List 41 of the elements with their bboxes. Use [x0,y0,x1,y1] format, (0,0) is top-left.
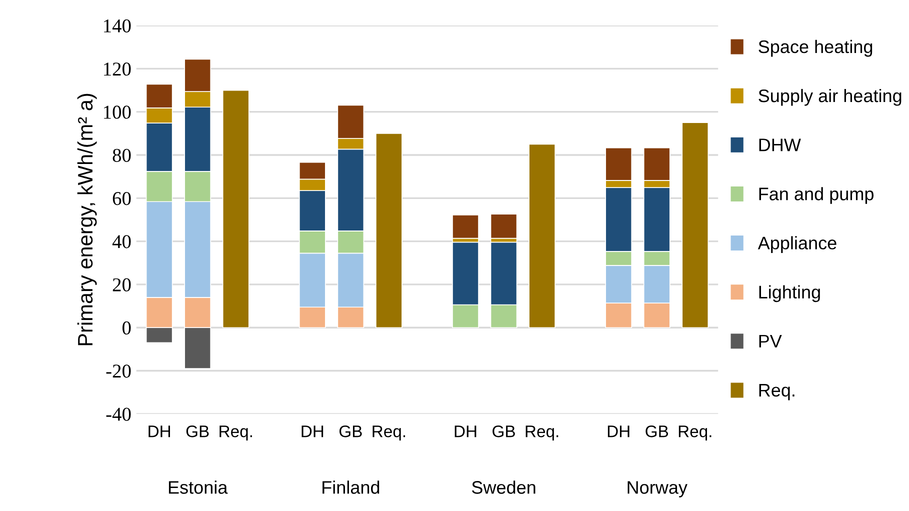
text: Estonia [168,480,228,494]
y-tick-label: 80 [112,148,131,162]
x-tick-label: DH [608,426,630,438]
y-tick-label: 60 [112,192,131,206]
bar [682,122,709,328]
x-tick-label: Req. [220,426,252,441]
y-tick-label: 0 [122,321,131,335]
legend-label: Appliance [758,236,836,253]
y-axis-title: Primary energy, kWh/(m² a) [77,94,97,346]
legend-label: DHW [759,138,801,152]
x-tick-label: GB [186,425,209,438]
x-tick-label: Req. [526,426,558,441]
x-tick-label: GB [646,425,668,438]
y-tick-label: 100 [104,106,131,119]
y-tick-label: 40 [112,235,131,248]
legend-label: Lighting [759,285,820,302]
bar [376,133,402,328]
text: Norway [628,481,688,498]
bar [490,214,518,239]
x-tick-label: Req. [372,426,406,441]
y-tick-label: -20 [106,364,131,378]
legend-label: PV [759,334,782,348]
x-tick-label: GB [339,425,362,438]
y-tick-label: 120 [104,62,131,76]
text: Finland [322,480,380,494]
x-tick-label: DH [454,426,476,438]
text: Sweden [472,480,536,494]
legend-label: Req. [759,384,794,400]
y-tick-label: 20 [112,278,131,292]
legend-label: Fan and pump [759,187,874,204]
bar [452,214,479,239]
legend-label: Supply air heating [758,88,902,106]
x-tick-label: DH [302,426,324,438]
x-tick-label: DH [148,426,170,438]
bar [528,144,556,328]
x-tick-label: GB [492,425,515,438]
bar [222,90,250,328]
y-tick-label: -40 [106,408,131,421]
legend-label: Space heating [758,40,872,57]
x-tick-label: Req. [678,426,712,441]
y-tick-label: 140 [104,19,131,32]
